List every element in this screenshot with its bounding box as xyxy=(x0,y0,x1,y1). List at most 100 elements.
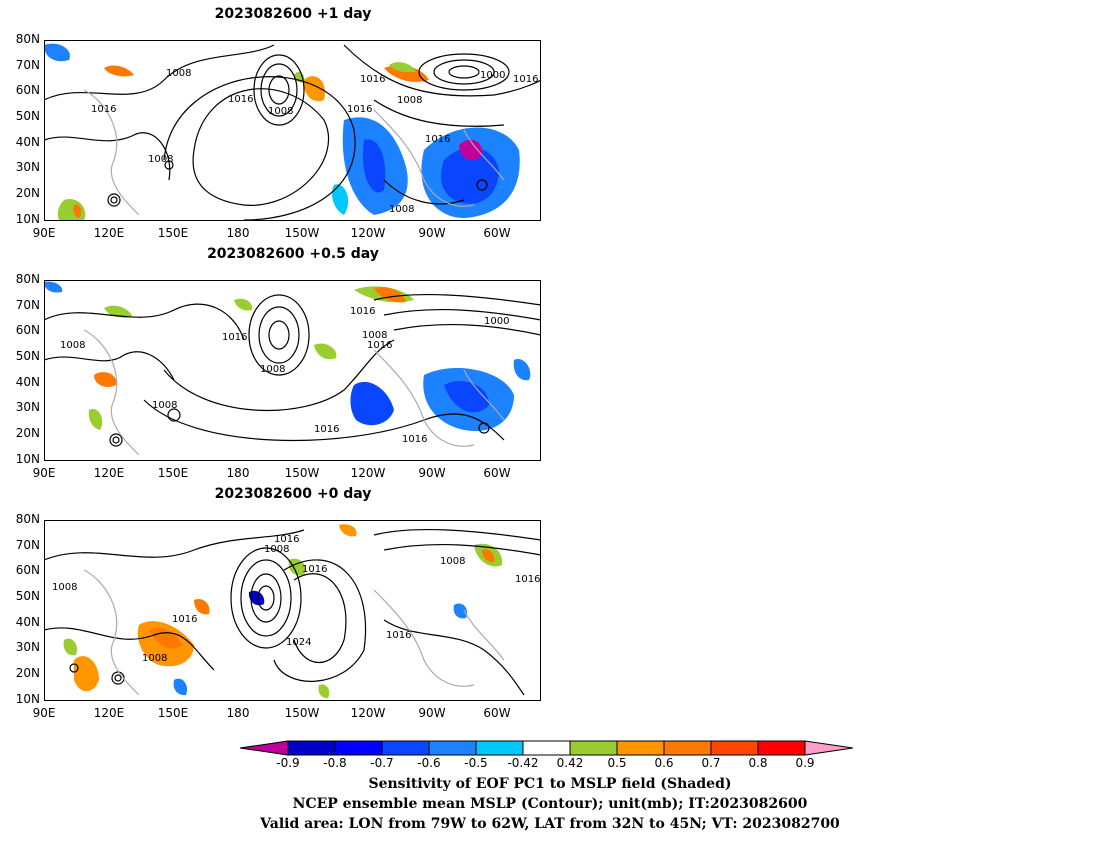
lat-label: 40N xyxy=(15,375,40,389)
svg-text:1008: 1008 xyxy=(142,653,167,664)
panel-1-title: 2023082600 +1 day xyxy=(214,6,372,22)
colorbar-tick-label: -0.42 xyxy=(507,756,539,770)
svg-text:1016: 1016 xyxy=(222,332,247,343)
svg-text:1008: 1008 xyxy=(52,582,77,593)
svg-text:1008: 1008 xyxy=(260,364,285,375)
colorbar-tick-label: -0.6 xyxy=(417,756,441,770)
colorbar xyxy=(240,740,854,756)
lon-label: 120E xyxy=(93,706,125,720)
lon-label: 150W xyxy=(284,226,320,240)
lat-label: 10N xyxy=(15,452,40,466)
panel-2-shading xyxy=(44,281,531,431)
panel-1-contour-labels: 1008 1016 1016 1008 1016 1008 1016 1000 … xyxy=(91,68,538,215)
svg-text:1008: 1008 xyxy=(264,544,289,555)
svg-text:1016: 1016 xyxy=(228,94,253,105)
svg-text:1016: 1016 xyxy=(350,306,375,317)
lat-label: 60N xyxy=(15,83,40,97)
colorbar-box xyxy=(287,740,336,756)
lat-label: 50N xyxy=(15,109,40,123)
svg-text:1016: 1016 xyxy=(91,104,116,115)
colorbar-box xyxy=(522,740,571,756)
colorbar-box xyxy=(475,740,524,756)
lon-label: 120W xyxy=(350,466,386,480)
panel-2-coast xyxy=(83,329,505,456)
panel-3-contour-labels: 1016 1008 1016 1008 1016 1008 1016 1016 … xyxy=(52,534,540,664)
panel-2-contour-labels: 1016 1008 1016 1008 1016 1000 1008 1008 … xyxy=(60,306,509,445)
colorbar-box xyxy=(428,740,477,756)
panel-1-shading xyxy=(44,43,520,220)
lon-label: 90W xyxy=(418,226,446,240)
lat-label: 30N xyxy=(15,640,40,654)
colorbar-box xyxy=(569,740,618,756)
panel-1-contours xyxy=(44,44,541,221)
colorbar-tick-label: -0.7 xyxy=(370,756,394,770)
colorbar-box xyxy=(381,740,430,756)
colorbar-tick-label: -0.8 xyxy=(323,756,347,770)
colorbar-box xyxy=(757,740,806,756)
svg-text:1016: 1016 xyxy=(314,424,339,435)
lon-label: 120E xyxy=(93,226,125,240)
svg-text:1008: 1008 xyxy=(60,340,85,351)
lat-label: 30N xyxy=(15,400,40,414)
caption-line-2: NCEP ensemble mean MSLP (Contour); unit(… xyxy=(292,796,808,812)
lat-label: 70N xyxy=(15,58,40,72)
svg-text:1016: 1016 xyxy=(172,614,197,625)
svg-text:1016: 1016 xyxy=(347,104,372,115)
caption-line-1: Sensitivity of EOF PC1 to MSLP field (Sh… xyxy=(368,776,732,792)
lat-label: 60N xyxy=(15,563,40,577)
colorbar-box xyxy=(710,740,759,756)
panel-3-title: 2023082600 +0 day xyxy=(214,486,372,502)
lat-label: 80N xyxy=(15,32,40,46)
colorbar-tick-label: 0.8 xyxy=(748,756,768,770)
caption-line-3: Valid area: LON from 79W to 62W, LAT fro… xyxy=(260,816,840,832)
svg-text:1000: 1000 xyxy=(480,70,505,81)
lat-label: 20N xyxy=(15,186,40,200)
lat-label: 50N xyxy=(15,589,40,603)
lon-label: 60W xyxy=(483,466,511,480)
panel-1-coast xyxy=(83,89,505,216)
panel-2-contours xyxy=(44,293,541,447)
svg-text:1016: 1016 xyxy=(513,74,538,85)
lat-label: 20N xyxy=(15,426,40,440)
colorbar-tick-label: 0.42 xyxy=(556,756,584,770)
colorbar-box xyxy=(616,740,665,756)
svg-text:1008: 1008 xyxy=(166,68,191,79)
lat-label: 60N xyxy=(15,323,40,337)
lon-label: 120W xyxy=(350,226,386,240)
panel-1-map: 1008 1016 1016 1008 1016 1008 1016 1000 … xyxy=(44,40,541,221)
lat-label: 50N xyxy=(15,349,40,363)
svg-text:1016: 1016 xyxy=(360,74,385,85)
svg-text:1016: 1016 xyxy=(515,574,540,585)
colorbar-tick-label: 0.9 xyxy=(795,756,815,770)
svg-text:1000: 1000 xyxy=(484,316,509,327)
lon-label: 150E xyxy=(157,706,189,720)
svg-text:1008: 1008 xyxy=(148,154,173,165)
panel-2-title: 2023082600 +0.5 day xyxy=(207,246,379,262)
panel-3-shading xyxy=(63,524,503,699)
lat-label: 80N xyxy=(15,512,40,526)
colorbar-tick-label: -0.5 xyxy=(464,756,488,770)
lat-label: 30N xyxy=(15,160,40,174)
lat-label: 70N xyxy=(15,538,40,552)
svg-text:1016: 1016 xyxy=(386,630,411,641)
lon-label: 90E xyxy=(32,226,56,240)
lon-label: 120E xyxy=(93,466,125,480)
svg-text:1016: 1016 xyxy=(302,564,327,575)
lon-label: 180 xyxy=(226,226,250,240)
colorbar-arrow-max xyxy=(804,740,854,756)
colorbar-arrow-min xyxy=(240,740,289,756)
panel-3-coast xyxy=(83,569,505,696)
lat-label: 40N xyxy=(15,135,40,149)
svg-text:1016: 1016 xyxy=(402,434,427,445)
lon-label: 150E xyxy=(157,466,189,480)
lon-label: 60W xyxy=(483,226,511,240)
svg-text:1016: 1016 xyxy=(425,134,450,145)
colorbar-box xyxy=(663,740,712,756)
lon-label: 150W xyxy=(284,706,320,720)
lon-label: 60W xyxy=(483,706,511,720)
lon-label: 180 xyxy=(226,466,250,480)
lon-label: 90W xyxy=(418,706,446,720)
lon-label: 150W xyxy=(284,466,320,480)
colorbar-tick-label: 0.7 xyxy=(701,756,721,770)
lat-label: 40N xyxy=(15,615,40,629)
